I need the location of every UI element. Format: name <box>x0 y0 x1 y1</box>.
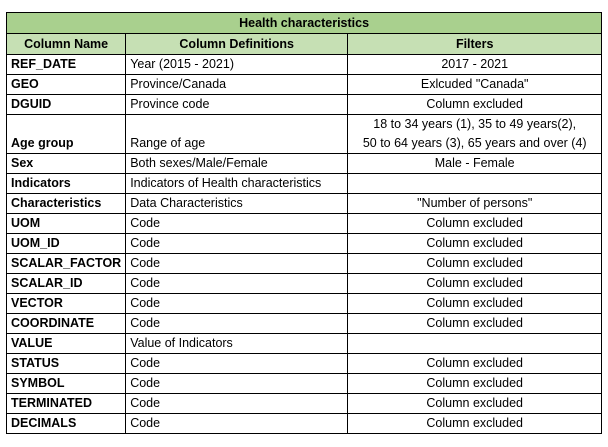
cell-column-name: REF_DATE <box>5 54 127 75</box>
cell-column-name: STATUS <box>5 353 127 374</box>
header-row: Column Name Column Definitions Filters <box>5 33 603 55</box>
table-row: REF_DATE Year (2015 - 2021) 2017 - 2021 <box>5 54 603 75</box>
cell-filter: 2017 - 2021 <box>347 54 603 75</box>
cell-filter: Column excluded <box>347 353 603 374</box>
table-row: SYMBOL Code Column excluded <box>5 373 603 394</box>
cell-column-definition: Code <box>125 273 349 294</box>
table-row: STATUS Code Column excluded <box>5 353 603 374</box>
cell-filter: Column excluded <box>347 293 603 314</box>
cell-filter: Column excluded <box>347 413 603 434</box>
cell-column-name: VECTOR <box>5 293 127 314</box>
filter-line: 18 to 34 years (1), 35 to 49 years(2), <box>373 117 577 131</box>
cell-column-definition: Code <box>125 233 349 254</box>
cell-column-name: Age group <box>5 114 127 154</box>
table-row: UOM Code Column excluded <box>5 213 603 234</box>
table-row: Characteristics Data Characteristics "Numb… <box>5 193 603 214</box>
column-header-filters: Filters <box>347 33 603 55</box>
table-row: DECIMALS Code Column excluded <box>5 413 603 434</box>
cell-filter: Column excluded <box>347 273 603 294</box>
cell-column-definition: Code <box>125 393 349 414</box>
cell-column-definition: Data Characteristics <box>125 193 349 214</box>
cell-filter: Column excluded <box>347 313 603 334</box>
table-row: Age group Range of age 18 to 34 years (1),… <box>5 114 603 154</box>
column-header-definitions: Column Definitions <box>125 33 349 55</box>
cell-column-name: Indicators <box>5 173 127 194</box>
table-row: Indicators Indicators of Health character… <box>5 173 603 194</box>
cell-column-definition: Code <box>125 353 349 374</box>
cell-column-name: DGUID <box>5 94 127 115</box>
cell-column-name: SYMBOL <box>5 373 127 394</box>
cell-column-definition: Code <box>125 413 349 434</box>
cell-column-name: Sex <box>5 153 127 174</box>
cell-column-definition: Both sexes/Male/Female <box>125 153 349 174</box>
cell-column-name: UOM <box>5 213 127 234</box>
cell-filter: Column excluded <box>347 253 603 274</box>
table-row: GEO Province/Canada Exlcuded "Canada" <box>5 74 603 95</box>
cell-filter: Column excluded <box>347 393 603 414</box>
cell-column-name: VALUE <box>5 333 127 354</box>
cell-column-definition: Indicators of Health characteristics <box>125 173 349 194</box>
table-row: SCALAR_FACTOR Code Column excluded <box>5 253 603 274</box>
cell-filter: Exlcuded "Canada" <box>347 74 603 95</box>
cell-filter: "Number of persons" <box>347 193 603 214</box>
cell-column-name: TERMINATED <box>5 393 127 414</box>
cell-column-name: GEO <box>5 74 127 95</box>
cell-column-definition: Year (2015 - 2021) <box>125 54 349 75</box>
table-row: SCALAR_ID Code Column excluded <box>5 273 603 294</box>
table-title: Health characteristics <box>5 12 603 34</box>
cell-column-definition: Value of Indicators <box>125 333 349 354</box>
cell-column-definition: Province code <box>125 94 349 115</box>
cell-filter <box>347 333 603 354</box>
health-characteristics-table: Health characteristics Column Name Colum… <box>5 12 603 434</box>
table-container: Health characteristics Column Name Colum… <box>5 12 603 434</box>
cell-filter: Column excluded <box>347 373 603 394</box>
cell-column-name: DECIMALS <box>5 413 127 434</box>
cell-column-definition: Code <box>125 293 349 314</box>
cell-filter: Male - Female <box>347 153 603 174</box>
cell-column-name: COORDINATE <box>5 313 127 334</box>
table-row: VALUE Value of Indicators <box>5 333 603 354</box>
column-header-name: Column Name <box>5 33 127 55</box>
cell-column-name: Characteristics <box>5 193 127 214</box>
table-row: UOM_ID Code Column excluded <box>5 233 603 254</box>
cell-column-definition: Code <box>125 313 349 334</box>
table-row: DGUID Province code Column excluded <box>5 94 603 115</box>
cell-filter <box>347 173 603 194</box>
cell-column-definition: Province/Canada <box>125 74 349 95</box>
cell-column-definition: Code <box>125 213 349 234</box>
title-row: Health characteristics <box>5 12 603 34</box>
table-body: REF_DATE Year (2015 - 2021) 2017 - 2021 GEO… <box>5 54 603 434</box>
cell-filter: Column excluded <box>347 213 603 234</box>
cell-column-definition: Code <box>125 253 349 274</box>
cell-filter: 18 to 34 years (1), 35 to 49 years(2), 50… <box>347 114 603 154</box>
filter-line: 50 to 64 years (3), 65 years and over (4… <box>362 136 587 150</box>
table-row: VECTOR Code Column excluded <box>5 293 603 314</box>
cell-column-definition: Range of age <box>125 114 349 154</box>
cell-column-name: UOM_ID <box>5 233 127 254</box>
cell-column-name: SCALAR_FACTOR <box>5 253 127 274</box>
cell-filter: Column excluded <box>347 94 603 115</box>
table-row: Sex Both sexes/Male/Female Male - Female <box>5 153 603 174</box>
cell-filter: Column excluded <box>347 233 603 254</box>
table-row: COORDINATE Code Column excluded <box>5 313 603 334</box>
cell-column-name: SCALAR_ID <box>5 273 127 294</box>
cell-column-definition: Code <box>125 373 349 394</box>
table-row: TERMINATED Code Column excluded <box>5 393 603 414</box>
